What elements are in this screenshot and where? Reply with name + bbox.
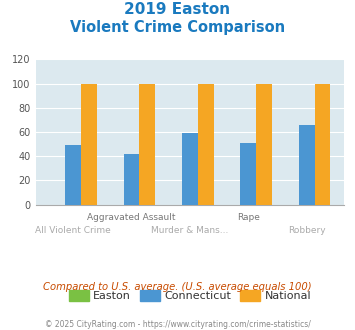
Bar [299, 125, 315, 205]
Text: 2019 Easton: 2019 Easton [125, 2, 230, 16]
Text: All Violent Crime: All Violent Crime [35, 226, 111, 235]
Text: Compared to U.S. average. (U.S. average equals 100): Compared to U.S. average. (U.S. average … [43, 282, 312, 292]
Bar [65, 145, 81, 205]
Text: Aggravated Assault: Aggravated Assault [87, 213, 176, 222]
Bar [315, 83, 330, 205]
Bar [140, 83, 155, 205]
Legend: Easton, Connecticut, National: Easton, Connecticut, National [64, 286, 316, 306]
Bar [198, 83, 214, 205]
Bar [124, 154, 140, 205]
Bar [240, 143, 256, 205]
Bar [256, 83, 272, 205]
Text: Robbery: Robbery [288, 226, 326, 235]
Text: © 2025 CityRating.com - https://www.cityrating.com/crime-statistics/: © 2025 CityRating.com - https://www.city… [45, 320, 310, 329]
Bar [81, 83, 97, 205]
Text: Rape: Rape [237, 213, 260, 222]
Text: Murder & Mans...: Murder & Mans... [151, 226, 229, 235]
Text: Violent Crime Comparison: Violent Crime Comparison [70, 20, 285, 35]
Bar [182, 133, 198, 205]
